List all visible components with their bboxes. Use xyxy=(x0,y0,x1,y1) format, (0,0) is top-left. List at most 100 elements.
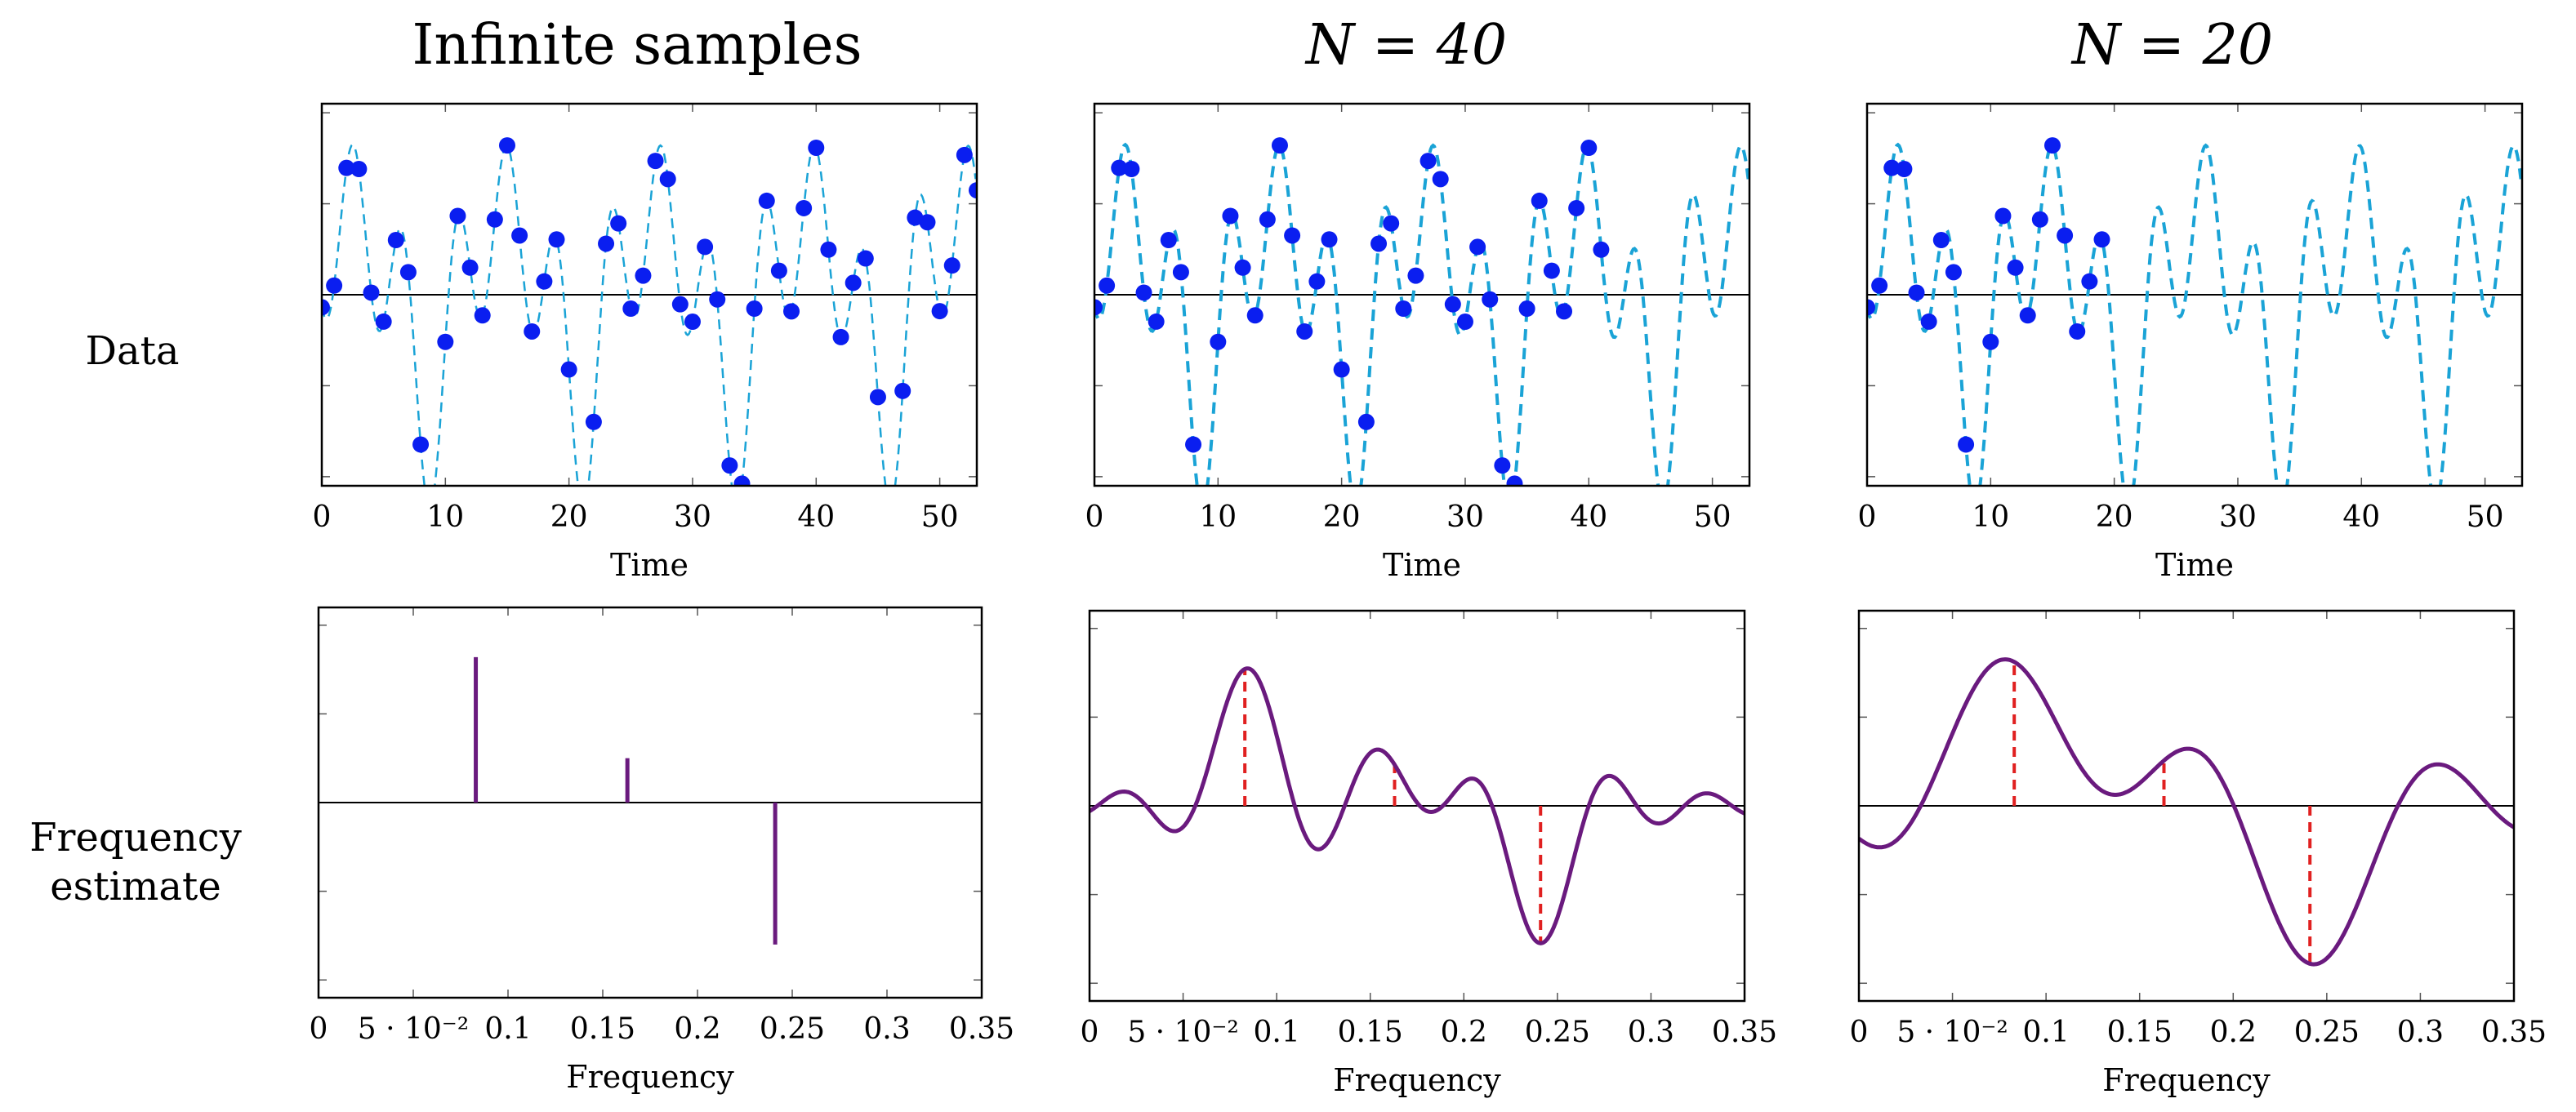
sample-point xyxy=(1172,264,1189,281)
x-axis-label: Time xyxy=(1383,547,1461,583)
sample-point xyxy=(635,267,652,284)
sample-point xyxy=(375,313,392,330)
x-tick-label: 10 xyxy=(426,500,464,534)
sample-point xyxy=(1222,207,1239,225)
x-axis-label: Frequency xyxy=(1333,1062,1501,1098)
row-label-frequency-estimate: Frequency estimate xyxy=(29,815,242,910)
sample-point xyxy=(387,232,404,249)
x-tick-label: 0.2 xyxy=(674,1012,720,1046)
sample-point xyxy=(1148,313,1165,330)
sample-point xyxy=(697,238,714,256)
sample-point xyxy=(1383,215,1400,232)
x-tick-label: 0 xyxy=(313,500,332,534)
sample-point xyxy=(943,257,960,274)
sample-point xyxy=(969,182,977,199)
sample-point xyxy=(1234,259,1251,276)
sample-point xyxy=(511,227,528,244)
signal-line xyxy=(322,143,977,486)
sample-point xyxy=(2043,137,2061,154)
sample-point xyxy=(338,159,355,176)
column-title-infinite: Infinite samples xyxy=(412,13,862,78)
sample-point xyxy=(322,299,330,316)
sample-point xyxy=(2031,211,2048,228)
spectrum-line xyxy=(1090,666,1745,945)
sample-point xyxy=(1160,232,1177,249)
sample-point xyxy=(1271,137,1288,154)
x-tick-label: 0.35 xyxy=(1712,1016,1777,1049)
sample-point xyxy=(598,235,615,252)
sample-point xyxy=(1333,361,1350,378)
sample-point xyxy=(1111,159,1128,176)
x-axis-label: Frequency xyxy=(2102,1062,2271,1098)
sample-point xyxy=(1135,284,1152,301)
sample-point xyxy=(326,277,343,294)
row-label-line: estimate xyxy=(50,864,221,910)
x-tick-label: 0 xyxy=(1081,1016,1099,1049)
sample-point xyxy=(437,333,454,350)
x-tick-label: 20 xyxy=(550,500,588,534)
x-axis-label: Time xyxy=(610,547,689,583)
x-tick-label: 0 xyxy=(310,1012,328,1046)
sample-point xyxy=(1883,159,1901,176)
sample-point xyxy=(647,153,664,170)
sample-point xyxy=(2081,273,2098,290)
x-tick-label: 0.35 xyxy=(2481,1016,2547,1049)
x-tick-label: 50 xyxy=(1694,500,1731,534)
sample-point xyxy=(1982,333,1999,350)
sample-point xyxy=(1284,227,1301,244)
sample-point xyxy=(449,207,466,225)
sample-point xyxy=(1920,313,1937,330)
sample-point xyxy=(733,475,751,486)
x-tick-label: 0.25 xyxy=(760,1012,825,1046)
sample-point xyxy=(1871,277,1888,294)
x-tick-label: 30 xyxy=(2219,500,2257,534)
spectrum-line xyxy=(1859,657,2514,967)
sample-point xyxy=(585,413,602,430)
sample-point xyxy=(1506,475,1523,486)
x-tick-label: 10 xyxy=(1199,500,1237,534)
sample-point xyxy=(709,291,726,308)
sample-point xyxy=(919,214,936,231)
sample-point xyxy=(894,382,911,399)
sample-point xyxy=(1321,231,1338,248)
data-panel-infinite: 0 10 20 30 40 50 Time xyxy=(313,102,978,583)
sample-point xyxy=(1210,333,1227,350)
sample-point xyxy=(1518,300,1535,318)
sample-point xyxy=(1896,161,1913,178)
x-tick-label: 0.1 xyxy=(484,1012,531,1046)
x-tick-label: 0.1 xyxy=(2023,1016,2070,1049)
sample-point xyxy=(622,300,640,317)
sample-point xyxy=(2069,322,2086,340)
sample-point xyxy=(671,296,689,313)
x-tick-label: 0.15 xyxy=(570,1012,635,1046)
x-tick-label: 0.25 xyxy=(2294,1016,2360,1049)
plot-frame xyxy=(1088,609,1746,1003)
sample-point xyxy=(796,199,813,216)
x-tick-label: 0 xyxy=(1850,1016,1869,1049)
x-tick-label: 5 · 10⁻² xyxy=(358,1012,469,1046)
sample-point xyxy=(1432,171,1449,188)
sample-point xyxy=(1444,296,1461,313)
sample-point xyxy=(1094,299,1103,316)
x-tick-label: 0.25 xyxy=(1525,1016,1590,1049)
plot-frame xyxy=(1857,609,2516,1003)
x-tick-label: 0.1 xyxy=(1254,1016,1300,1049)
sample-point xyxy=(820,241,837,258)
sample-point xyxy=(869,389,886,406)
sample-point xyxy=(1994,207,2012,225)
x-tick-label: 0 xyxy=(1858,500,1877,534)
x-tick-label: 5 · 10⁻² xyxy=(1127,1016,1238,1049)
sample-point xyxy=(1246,307,1263,324)
sample-point xyxy=(1580,139,1598,156)
row-label-data: Data xyxy=(85,328,179,374)
x-tick-label: 20 xyxy=(1323,500,1361,534)
plot-area xyxy=(1094,137,1749,486)
sample-point xyxy=(907,209,924,226)
plot-frame xyxy=(317,606,983,999)
plot-frame xyxy=(320,102,978,487)
frequency-panel-n40: 0 5 · 10⁻² 0.1 0.15 0.2 0.25 0.3 0.35 Frequency xyxy=(1081,609,1777,1098)
sample-point xyxy=(1543,262,1560,279)
sample-point xyxy=(498,137,515,154)
sample-point xyxy=(363,284,380,301)
plot-frame xyxy=(1865,102,2524,487)
